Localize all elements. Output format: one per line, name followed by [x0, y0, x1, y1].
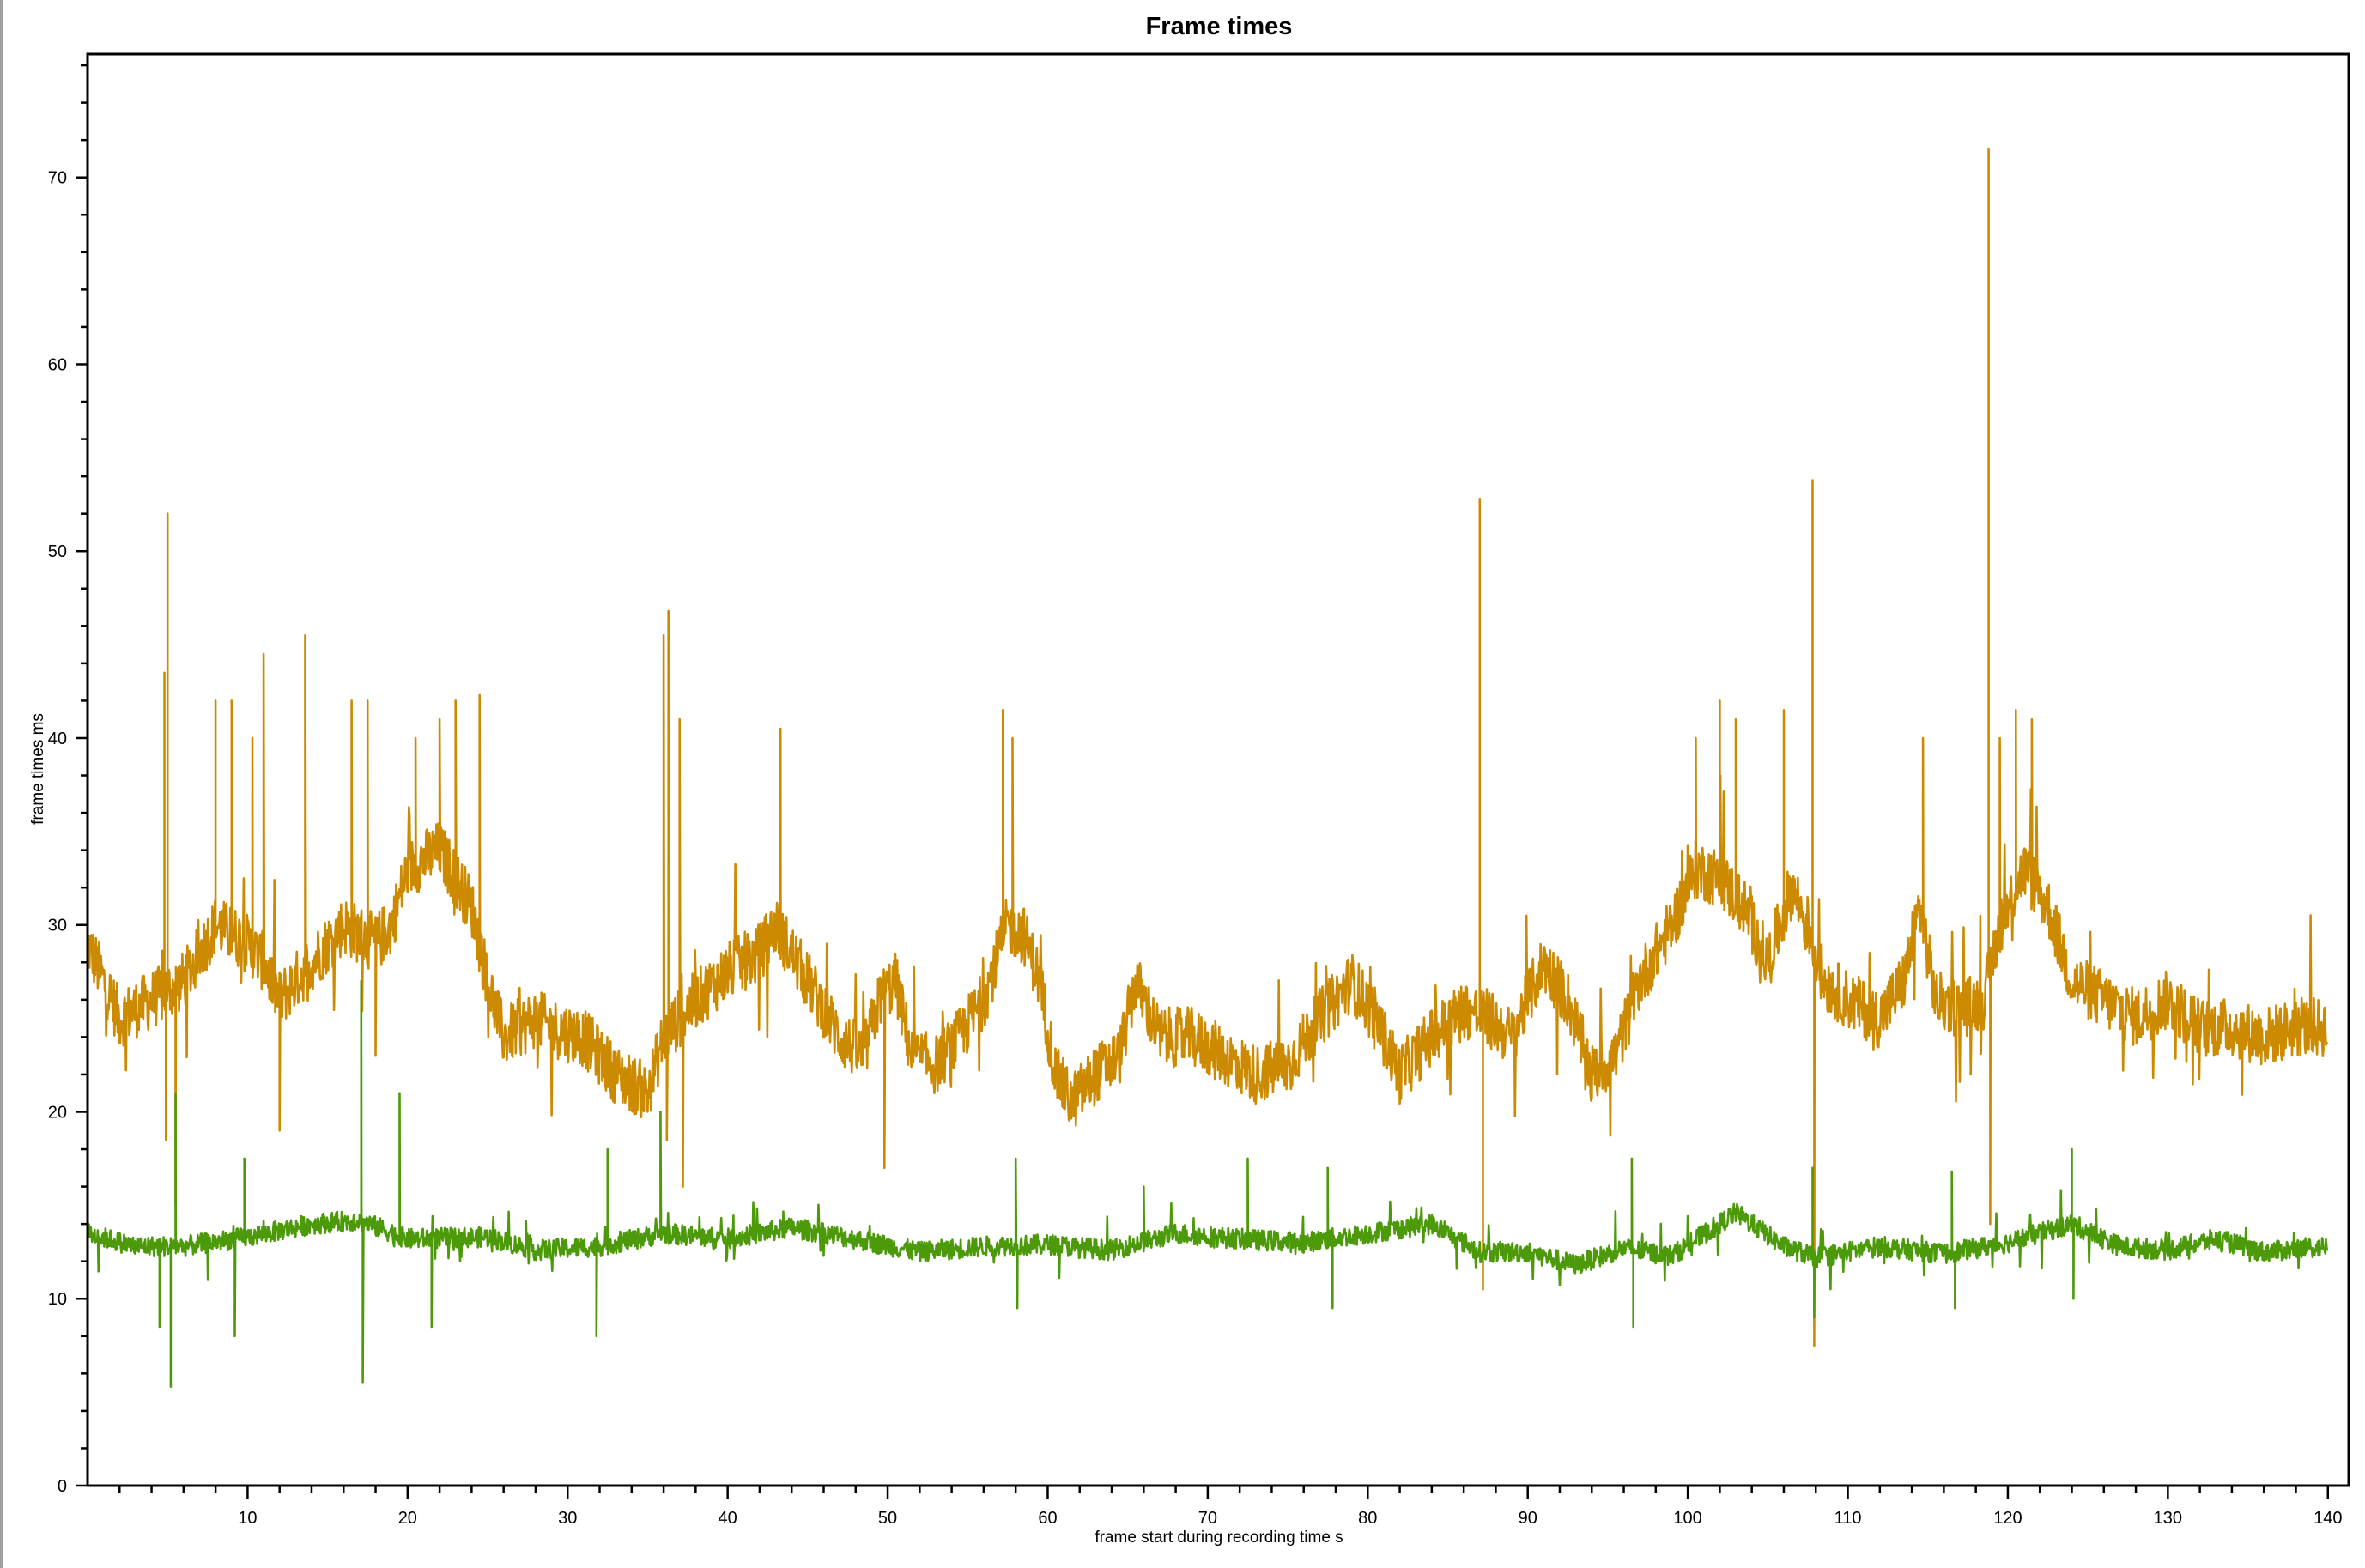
y-tick-label: 10 [48, 1290, 67, 1309]
x-tick-label: 10 [238, 1509, 257, 1528]
y-tick-label: 20 [48, 1103, 67, 1122]
window-border [0, 0, 3, 1568]
plot-frame [86, 52, 2350, 1487]
x-tick-label: 60 [1038, 1509, 1057, 1528]
y-axis-label: frame times ms [29, 713, 47, 825]
chart-title: Frame times [1146, 13, 1293, 40]
y-tick-label: 40 [48, 730, 67, 748]
x-tick-label: 30 [558, 1509, 577, 1528]
y-tick-label: 30 [48, 917, 67, 935]
y-tick-label: 70 [48, 169, 67, 188]
plot-lines [86, 148, 2329, 1388]
x-tick-label: 80 [1358, 1509, 1377, 1528]
x-tick-label: 40 [719, 1509, 737, 1528]
axes: 0 10 20 30 40 50 60 70 10 20 30 40 50 60 70 80 90 100 110 1… [48, 52, 2350, 1528]
x-tick-label: 50 [878, 1509, 897, 1528]
series-line-1 [86, 148, 2329, 1347]
y-tick-label: 50 [48, 542, 67, 561]
y-tick-label: 60 [48, 355, 67, 374]
series-line-2 [86, 979, 2329, 1388]
x-tick-label: 70 [1198, 1509, 1217, 1528]
x-tick-label: 120 [1993, 1509, 2022, 1528]
x-tick-label: 140 [2313, 1509, 2342, 1528]
x-axis-label: frame start during recording time s [1095, 1529, 1343, 1547]
x-tick-label: 90 [1519, 1509, 1537, 1528]
x-tick-label: 110 [1834, 1509, 1862, 1528]
x-tick-label: 20 [398, 1509, 417, 1528]
x-tick-label: 130 [2154, 1509, 2182, 1528]
y-tick-label: 0 [58, 1477, 67, 1496]
x-tick-label: 100 [1673, 1509, 1701, 1528]
